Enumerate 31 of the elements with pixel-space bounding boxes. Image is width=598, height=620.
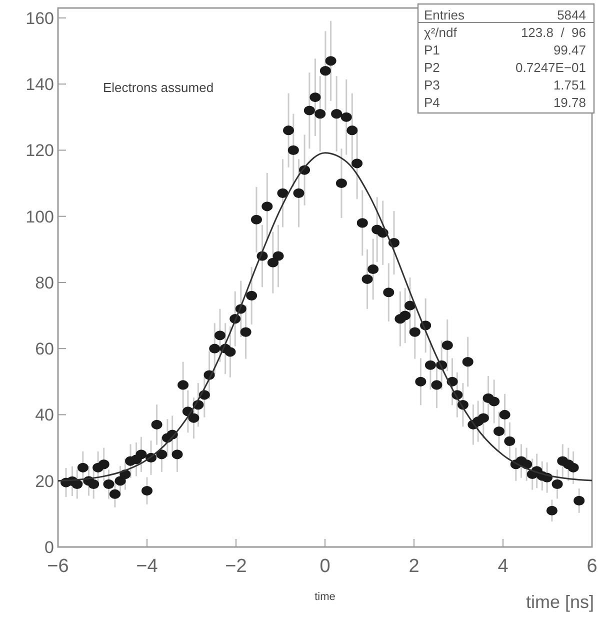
y-tick-label: 60	[35, 340, 54, 359]
annotation: 99.47	[553, 42, 586, 58]
x-tick-label: 6	[586, 556, 598, 577]
x-tick-label: 2	[408, 556, 420, 577]
y-tick-label: 20	[35, 472, 54, 491]
y-tick-label: 160	[26, 8, 54, 28]
annotation: 19.78	[553, 95, 586, 110]
annotation: P3	[424, 78, 440, 92]
annotation: 1.751	[553, 78, 586, 92]
text: time	[314, 591, 336, 603]
y-tick-label: 80	[35, 273, 54, 292]
x-tick-label: 0	[320, 556, 330, 577]
y-tick-label: 100	[26, 207, 54, 226]
annotation: Entries	[424, 8, 465, 22]
x-tick-label: −4	[136, 556, 158, 577]
x-tick-label: −2	[225, 556, 247, 577]
x-axis-title: time [ns]	[526, 592, 594, 612]
y-tick-label: 140	[26, 75, 54, 94]
y-tick-label: 120	[26, 141, 54, 160]
annotation: P4	[424, 95, 440, 110]
annotation: 5844	[557, 8, 586, 22]
x-tick-label: 4	[498, 556, 509, 577]
y-tick-label: 0	[44, 538, 54, 557]
y-tick-label: 40	[35, 406, 54, 425]
annotation: 123.8 / 96	[520, 25, 586, 40]
annotation: 0.7247E−01	[516, 60, 586, 75]
annotation: χ²/ndf	[424, 25, 458, 40]
annotation: P1	[424, 42, 440, 58]
x-tick-label: −6	[47, 556, 69, 577]
annotation: P2	[424, 60, 440, 75]
annotation: Electrons assumed	[103, 80, 214, 95]
